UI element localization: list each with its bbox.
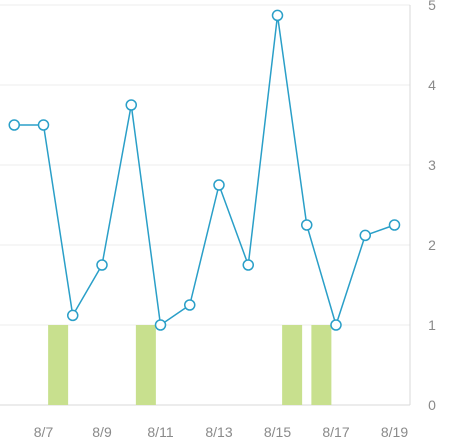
data-point	[8, 119, 20, 131]
data-point	[359, 229, 371, 242]
bar	[48, 325, 69, 405]
data-point	[96, 259, 108, 271]
data-point	[37, 119, 50, 131]
x-tick-label: 8/7	[34, 424, 54, 440]
bar-layer	[48, 325, 332, 405]
x-tick-label: 8/19	[381, 424, 408, 440]
x-tick-label: 8/9	[92, 424, 112, 440]
y-tick-label: 5	[428, 0, 436, 13]
data-point	[271, 9, 284, 22]
bar	[282, 325, 303, 405]
data-point	[330, 319, 342, 331]
bar	[311, 325, 332, 405]
line-layer	[14, 14, 395, 326]
data-point	[67, 309, 79, 322]
y-tick-label: 1	[428, 317, 436, 333]
data-point	[184, 299, 196, 311]
data-point	[125, 99, 137, 111]
y-tick-label: 3	[428, 157, 436, 173]
y-tick-label: 2	[428, 237, 436, 253]
y-tick-labels: 0 1 2 3 4 5	[428, 0, 436, 413]
point-layer	[8, 9, 401, 331]
x-tick-labels: 8/7 8/9 8/11 8/13 8/15 8/17 8/19	[34, 424, 409, 440]
x-tick-label: 8/17	[322, 424, 349, 440]
y-tick-label: 0	[428, 397, 436, 413]
data-point	[213, 179, 225, 191]
bar	[135, 325, 156, 405]
data-point	[242, 259, 254, 271]
series-line	[14, 14, 395, 326]
data-point	[388, 219, 401, 231]
x-tick-label: 8/11	[147, 424, 173, 440]
y-tick-label: 4	[428, 77, 436, 93]
data-point	[301, 219, 313, 231]
x-tick-label: 8/15	[264, 424, 291, 440]
data-point	[154, 319, 167, 331]
x-tick-label: 8/13	[205, 424, 232, 440]
